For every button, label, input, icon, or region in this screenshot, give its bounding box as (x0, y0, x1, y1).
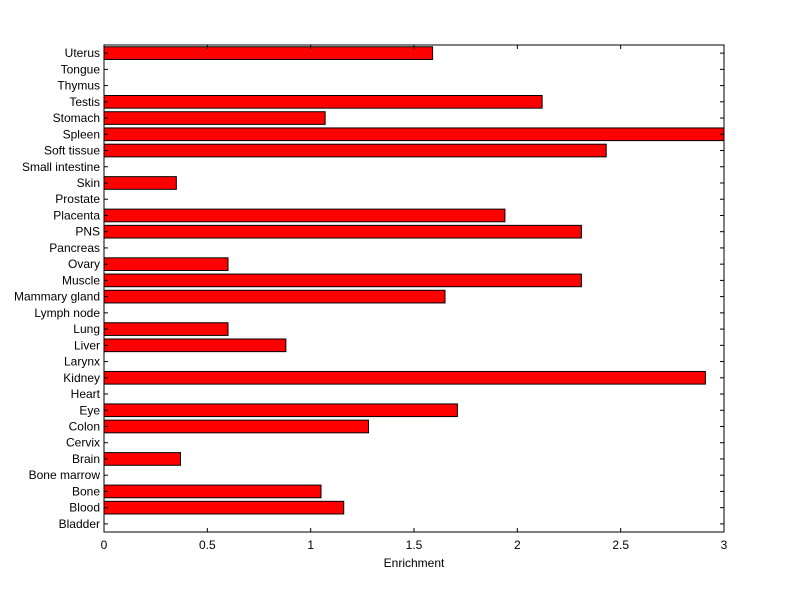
y-tick-label-lymph-node: Lymph node (34, 306, 100, 320)
y-tick-label-larynx: Larynx (64, 355, 100, 369)
bar-blood (103, 500, 345, 515)
y-tick-label-uterus: Uterus (65, 46, 100, 60)
x-tick-label-2: 1 (307, 538, 314, 552)
y-tick-label-tongue: Tongue (61, 62, 101, 76)
x-tick-label-1: 0.5 (199, 538, 216, 552)
y-tick-label-prostate: Prostate (55, 192, 100, 206)
bar-uterus (103, 46, 434, 60)
y-tick-label-skin: Skin (77, 176, 100, 190)
y-tick-label-mammary-gland: Mammary gland (14, 290, 100, 304)
bar-soft-tissue (103, 143, 607, 158)
bar-lung (103, 322, 229, 336)
y-tick-label-soft-tissue: Soft tissue (44, 144, 100, 158)
bar-spleen (103, 127, 725, 142)
y-tick-labels: Bladder Blood Bone Bone marrow Brain Cervix Co… (14, 46, 101, 531)
y-tick-label-muscle: Muscle (62, 273, 100, 287)
y-tick-label-lung: Lung (73, 322, 100, 336)
bar-pns (103, 224, 582, 239)
y-tick-label-blood: Blood (69, 501, 100, 515)
bar-ovary (103, 257, 229, 271)
y-tick-label-bone-marrow: Bone marrow (29, 468, 101, 482)
x-tick-label-3: 1.5 (406, 538, 423, 552)
y-tick-label-testis: Testis (69, 95, 100, 109)
x-tick-label-6: 3 (721, 538, 728, 552)
y-tick-label-thymus: Thymus (57, 79, 100, 93)
bars-layer (103, 46, 725, 515)
x-tick-label-5: 2.5 (612, 538, 629, 552)
bar-muscle (103, 273, 582, 288)
x-tick-label-4: 2 (514, 538, 521, 552)
y-tick-label-kidney: Kidney (63, 371, 100, 385)
y-tick-label-spleen: Spleen (63, 127, 100, 141)
bar-liver (103, 338, 287, 353)
y-tick-label-bone: Bone (72, 484, 100, 498)
y-tick-label-heart: Heart (71, 387, 101, 401)
bar-colon (103, 419, 370, 434)
bar-placenta (103, 208, 506, 223)
x-tick-label-0: 0 (101, 538, 108, 552)
y-tick-label-bladder: Bladder (59, 517, 100, 531)
bar-stomach (103, 111, 326, 125)
bar-testis (103, 94, 543, 109)
plot-frame (103, 44, 725, 533)
y-tick-label-ovary: Ovary (68, 257, 100, 271)
y-tick-label-pns: PNS (75, 225, 100, 239)
y-tick-label-cervix: Cervix (66, 436, 100, 450)
bar-mammary-gland (103, 289, 446, 304)
y-tick-label-liver: Liver (74, 338, 100, 352)
y-tick-label-stomach: Stomach (53, 111, 100, 125)
y-tick-label-eye: Eye (79, 403, 100, 417)
bar-brain (103, 452, 181, 466)
bar-skin (103, 176, 177, 190)
y-tick-label-brain: Brain (72, 452, 100, 466)
y-tick-label-pancreas: Pancreas (49, 241, 100, 255)
y-tick-label-small-intestine: Small intestine (22, 160, 100, 174)
bar-eye (103, 403, 458, 418)
y-tick-label-colon: Colon (69, 419, 100, 433)
x-axis-label: Enrichment (384, 556, 445, 570)
x-tick-labels: 0 0.5 1 1.5 2 2.5 3 (101, 538, 728, 552)
bar-bone (103, 484, 322, 499)
y-tick-label-placenta: Placenta (53, 208, 100, 222)
bar-kidney (103, 370, 706, 385)
